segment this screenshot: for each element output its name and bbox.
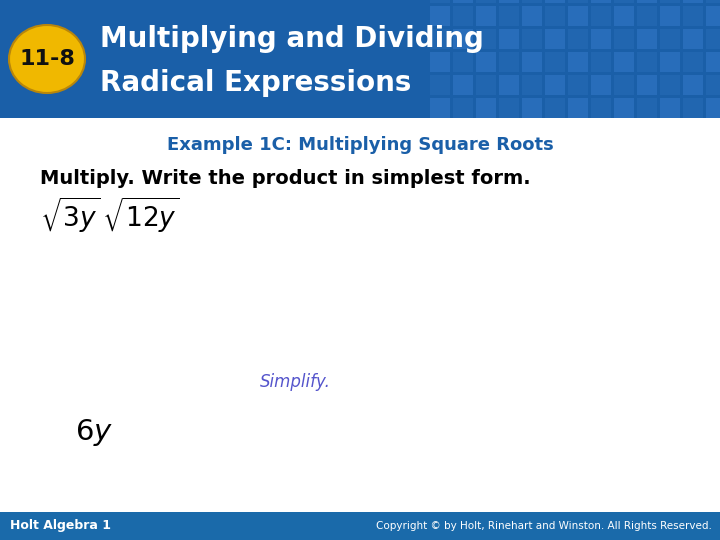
- Bar: [522, 52, 542, 72]
- Text: Copyright © by Holt, Rinehart and Winston. All Rights Reserved.: Copyright © by Holt, Rinehart and Winsto…: [376, 521, 712, 531]
- Bar: [591, 29, 611, 49]
- Bar: [614, 98, 634, 118]
- Bar: [706, 98, 720, 118]
- Bar: [499, 29, 519, 49]
- Bar: [591, 52, 611, 72]
- Bar: [683, 0, 703, 3]
- Bar: [476, 29, 496, 49]
- Bar: [637, 29, 657, 49]
- Bar: [453, 52, 473, 72]
- Bar: [637, 98, 657, 118]
- Bar: [614, 6, 634, 26]
- Bar: [522, 98, 542, 118]
- Bar: [568, 52, 588, 72]
- Bar: [706, 6, 720, 26]
- Bar: [660, 0, 680, 3]
- Bar: [660, 98, 680, 118]
- Bar: [545, 29, 565, 49]
- Bar: [499, 52, 519, 72]
- Bar: [683, 75, 703, 95]
- Bar: [430, 52, 450, 72]
- Bar: [499, 0, 519, 3]
- Bar: [430, 98, 450, 118]
- Bar: [0, 512, 720, 540]
- Bar: [591, 75, 611, 95]
- Bar: [430, 0, 450, 3]
- Text: Multiply. Write the product in simplest form.: Multiply. Write the product in simplest …: [40, 168, 531, 187]
- Bar: [476, 52, 496, 72]
- Bar: [476, 98, 496, 118]
- Bar: [568, 98, 588, 118]
- Bar: [430, 6, 450, 26]
- Bar: [522, 6, 542, 26]
- Bar: [637, 52, 657, 72]
- Bar: [476, 6, 496, 26]
- Bar: [683, 52, 703, 72]
- Bar: [614, 75, 634, 95]
- Bar: [568, 0, 588, 3]
- Bar: [568, 29, 588, 49]
- Text: Example 1C: Multiplying Square Roots: Example 1C: Multiplying Square Roots: [166, 136, 554, 154]
- Bar: [453, 98, 473, 118]
- Text: Holt Algebra 1: Holt Algebra 1: [10, 519, 111, 532]
- Bar: [637, 75, 657, 95]
- Bar: [706, 29, 720, 49]
- Bar: [545, 6, 565, 26]
- Bar: [522, 75, 542, 95]
- Text: Multiplying and Dividing: Multiplying and Dividing: [100, 25, 484, 53]
- Bar: [453, 75, 473, 95]
- Bar: [591, 0, 611, 3]
- Bar: [706, 0, 720, 3]
- Ellipse shape: [9, 25, 85, 93]
- Bar: [453, 29, 473, 49]
- Bar: [522, 0, 542, 3]
- Bar: [591, 6, 611, 26]
- Bar: [706, 75, 720, 95]
- Bar: [453, 0, 473, 3]
- Bar: [499, 6, 519, 26]
- Bar: [614, 52, 634, 72]
- Bar: [453, 6, 473, 26]
- Text: $\sqrt{3y}\,\sqrt{12y}$: $\sqrt{3y}\,\sqrt{12y}$: [40, 195, 180, 235]
- Bar: [0, 118, 720, 512]
- Bar: [637, 0, 657, 3]
- Bar: [476, 75, 496, 95]
- Bar: [545, 98, 565, 118]
- Bar: [568, 6, 588, 26]
- Bar: [683, 98, 703, 118]
- Bar: [637, 6, 657, 26]
- Bar: [499, 98, 519, 118]
- Bar: [683, 29, 703, 49]
- Bar: [614, 0, 634, 3]
- Bar: [545, 75, 565, 95]
- Text: Simplify.: Simplify.: [260, 373, 330, 391]
- Bar: [476, 0, 496, 3]
- Bar: [0, 0, 720, 118]
- Text: 11-8: 11-8: [19, 49, 75, 69]
- Bar: [706, 52, 720, 72]
- Bar: [430, 29, 450, 49]
- Text: $6y$: $6y$: [75, 416, 113, 448]
- Bar: [568, 75, 588, 95]
- Bar: [591, 98, 611, 118]
- Bar: [499, 75, 519, 95]
- Bar: [683, 6, 703, 26]
- Bar: [545, 0, 565, 3]
- Bar: [660, 29, 680, 49]
- Bar: [522, 29, 542, 49]
- Bar: [430, 75, 450, 95]
- Bar: [614, 29, 634, 49]
- Text: Radical Expressions: Radical Expressions: [100, 69, 411, 97]
- Bar: [660, 6, 680, 26]
- Bar: [545, 52, 565, 72]
- Bar: [660, 52, 680, 72]
- Bar: [660, 75, 680, 95]
